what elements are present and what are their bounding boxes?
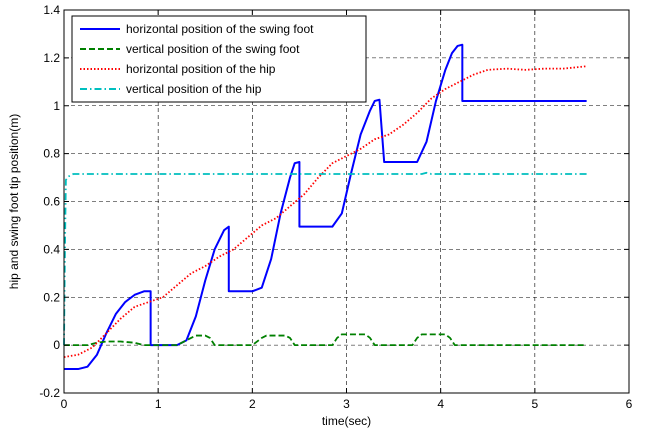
- y-tick-label: 0.6: [43, 195, 60, 209]
- x-tick-label: 3: [343, 397, 350, 411]
- y-tick-label: 0.2: [43, 290, 60, 304]
- y-tick-label: -0.2: [39, 386, 60, 400]
- y-axis-label: hip and swing foot tip position(m): [7, 114, 21, 289]
- series-layer: [63, 43, 587, 371]
- y-tick-label: 0: [53, 338, 60, 352]
- ticks: 0 1 2 3 4 5 6-0.200.20.40.60.811.21.4: [39, 3, 632, 411]
- legend-box: [71, 15, 367, 103]
- series-line-4: [63, 171, 587, 346]
- y-tick-label: 1.2: [43, 51, 60, 65]
- y-tick-label: 1.4: [43, 3, 60, 17]
- series-line-2: [64, 333, 587, 347]
- x-tick-label: 4: [437, 397, 444, 411]
- legend-label-2: vertical position of the swing foot: [126, 42, 300, 56]
- x-tick-label: 0: [61, 397, 68, 411]
- legend-label-1: horizontal position of the swing foot: [126, 22, 314, 36]
- x-tick-label: 6: [626, 397, 633, 411]
- legend: horizontal position of the swing foot ver…: [71, 15, 367, 103]
- y-tick-label: 0.4: [43, 242, 60, 256]
- series-line-1: [64, 43, 587, 371]
- x-tick-label: 5: [531, 397, 538, 411]
- x-tick-label: 2: [249, 397, 256, 411]
- y-tick-label: 0.8: [43, 147, 60, 161]
- legend-label-4: vertical position of the hip: [126, 82, 262, 96]
- series-line-3: [63, 65, 587, 358]
- y-tick-label: 1: [53, 99, 60, 113]
- legend-label-3: horizontal position of the hip: [126, 62, 276, 76]
- x-axis-label: time(sec): [322, 414, 371, 428]
- x-tick-label: 1: [155, 397, 162, 411]
